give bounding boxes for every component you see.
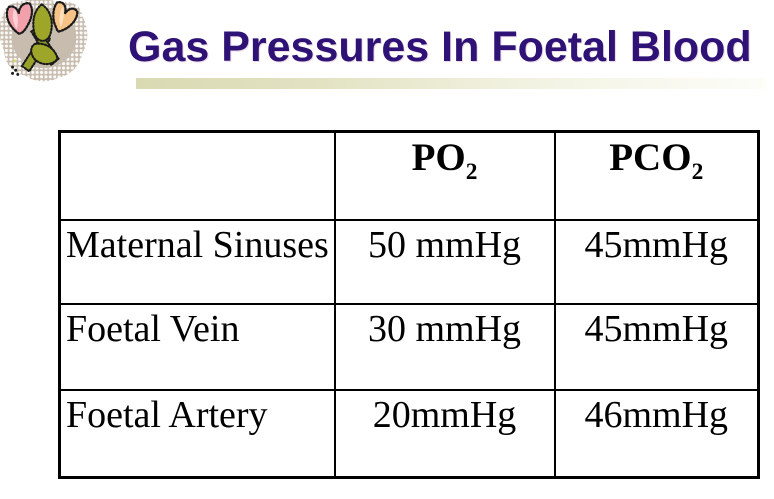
pco2-value: 45mmHg xyxy=(553,302,760,391)
row-label: Foetal Artery xyxy=(58,388,336,479)
gas-pressures-table: PO2 PCO2 Maternal Sinuses 50 mmHg 45mmHg… xyxy=(58,130,760,479)
mosaic-tulip-flowers-icon xyxy=(0,0,88,82)
row-label: Maternal Sinuses xyxy=(58,218,336,305)
table-row-foetal-artery: Foetal Artery 20mmHg 46mmHg xyxy=(58,388,760,479)
slide-title: Gas Pressures In Foetal Blood xyxy=(128,23,752,71)
header-cell-empty xyxy=(58,130,336,221)
po2-value: 50 mmHg xyxy=(333,218,556,305)
po2-header-subscript: 2 xyxy=(465,158,478,185)
table-row-foetal-vein: Foetal Vein 30 mmHg 45mmHg xyxy=(58,302,760,391)
row-label: Foetal Vein xyxy=(58,302,336,391)
header-cell-po2: PO2 xyxy=(333,130,556,221)
header-cell-pco2: PCO2 xyxy=(553,130,760,221)
po2-value: 30 mmHg xyxy=(333,302,556,391)
pco2-header-subscript: 2 xyxy=(691,158,704,185)
table-header-row: PO2 PCO2 xyxy=(58,130,760,221)
po2-value: 20mmHg xyxy=(333,388,556,479)
po2-header-label: PO xyxy=(411,136,466,179)
title-underline-bar xyxy=(136,78,766,89)
table-row-maternal-sinuses: Maternal Sinuses 50 mmHg 45mmHg xyxy=(58,218,760,305)
pco2-value: 45mmHg xyxy=(553,218,760,305)
pco2-value: 46mmHg xyxy=(553,388,760,479)
pco2-header-label: PCO xyxy=(609,136,692,179)
